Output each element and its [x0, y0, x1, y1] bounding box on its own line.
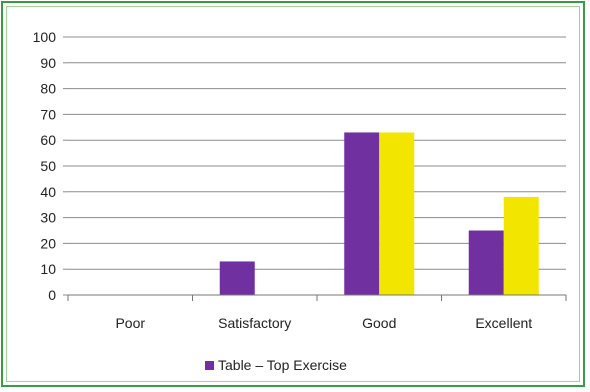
y-tick-label: 70 — [40, 106, 56, 122]
legend: Table – Top Exercise — [205, 357, 347, 373]
bar-good-series-1 — [344, 132, 380, 295]
category-label-good: Good — [362, 315, 396, 331]
chart-frame-inner — [6, 6, 580, 382]
bars — [219, 132, 539, 295]
category-label-satisfactory: Satisfactory — [218, 315, 291, 331]
y-tick-label: 10 — [40, 261, 56, 277]
y-tick-label: 90 — [40, 55, 56, 71]
bar-excellent-series-1 — [468, 230, 504, 295]
bar-excellent-series-2 — [503, 196, 539, 295]
y-tick-label: 100 — [33, 29, 57, 45]
y-tick-label: 0 — [48, 287, 56, 303]
bar-satisfactory-series-1 — [219, 261, 255, 295]
y-tick-label: 40 — [40, 184, 56, 200]
y-tick-label: 80 — [40, 81, 56, 97]
chart-frame — [1, 1, 585, 387]
y-tick-label: 60 — [40, 132, 56, 148]
category-label-excellent: Excellent — [475, 315, 532, 331]
x-axis — [67, 294, 567, 301]
gridlines — [68, 36, 566, 296]
y-tick-label: 30 — [40, 210, 56, 226]
y-tick-label: 50 — [40, 158, 56, 174]
bar-good-series-2 — [379, 132, 415, 295]
legend-swatch — [205, 361, 214, 370]
y-tick-label: 20 — [40, 235, 56, 251]
y-axis-ticks: 0 10 20 30 40 50 60 70 80 90 100 — [33, 29, 68, 303]
legend-label: Table – Top Exercise — [218, 357, 347, 373]
category-labels: Poor Satisfactory Good Excellent — [115, 315, 532, 331]
category-label-poor: Poor — [115, 315, 145, 331]
